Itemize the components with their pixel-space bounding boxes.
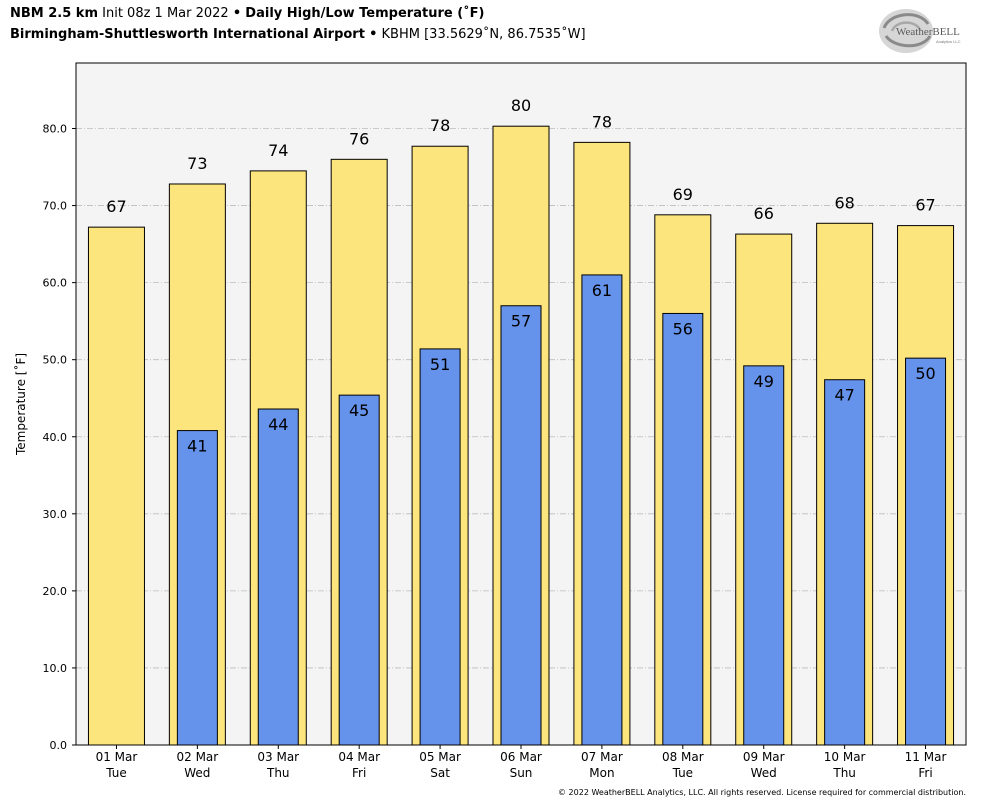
product-title: Daily High/Low Temperature (˚F) [245, 6, 485, 21]
title-line-1: NBM 2.5 km Init 08z 1 Mar 2022 • Daily H… [10, 6, 484, 21]
high-temp-label: 78 [430, 116, 450, 135]
x-tick-date-label: 02 Mar [176, 750, 218, 764]
y-tick-label: 40.0 [43, 431, 68, 444]
x-tick-weekday-label: Wed [751, 766, 777, 780]
high-temp-label: 78 [592, 112, 612, 131]
x-axis: 01 Mar Tue 02 Mar Wed 03 Mar Thu 04 Mar Fri 05 M… [96, 745, 947, 780]
low-temp-bar [419, 348, 461, 746]
x-tick-date-label: 01 Mar [96, 750, 138, 764]
x-tick-date-label: 11 Mar [905, 750, 947, 764]
low-temp-bar [905, 357, 947, 746]
station-info: KBHM [33.5629˚N, 86.7535˚W] [381, 27, 586, 42]
low-temp-label: 56 [673, 319, 693, 338]
high-temp-label: 69 [673, 185, 693, 204]
low-temp-label: 61 [592, 281, 612, 300]
swirl-logo-icon [879, 9, 933, 53]
x-tick-weekday-label: Wed [184, 766, 210, 780]
bullet-separator-2: • [369, 27, 378, 42]
x-tick-weekday-label: Fri [352, 766, 366, 780]
low-temp-bar [338, 394, 380, 746]
bars [87, 125, 955, 746]
y-tick-label: 80.0 [43, 123, 68, 136]
x-tick-weekday-label: Thu [832, 766, 856, 780]
low-temp-bar [257, 408, 299, 746]
high-temp-bar [87, 226, 145, 746]
high-temp-label: 73 [187, 154, 207, 173]
y-tick-label: 10.0 [43, 662, 68, 675]
low-temp-bar [743, 365, 785, 746]
low-temp-label: 47 [834, 386, 854, 405]
x-tick-date-label: 08 Mar [662, 750, 704, 764]
high-temp-label: 67 [915, 196, 935, 215]
low-temp-label: 50 [915, 364, 935, 383]
high-temp-label: 76 [349, 129, 369, 148]
y-tick-label: 20.0 [43, 585, 68, 598]
bullet-separator: • [232, 6, 242, 21]
x-tick-date-label: 05 Mar [419, 750, 461, 764]
logo-text: WeatherBELL [896, 26, 960, 38]
y-axis: 0.0 10.0 20.0 30.0 40.0 50.0 60.0 70.0 80.0 [43, 123, 76, 752]
y-tick-label: 30.0 [43, 508, 68, 521]
high-temp-label: 66 [754, 204, 774, 223]
station-name: Birmingham-Shuttlesworth International A… [10, 27, 365, 42]
weatherbell-logo: WeatherBELL Analytics LLC [879, 9, 961, 53]
x-tick-weekday-label: Mon [589, 766, 614, 780]
y-tick-label: 70.0 [43, 200, 68, 213]
x-tick-date-label: 10 Mar [824, 750, 866, 764]
x-tick-weekday-label: Tue [672, 766, 694, 780]
low-temp-bar [176, 430, 218, 746]
x-tick-date-label: 09 Mar [743, 750, 785, 764]
x-tick-weekday-label: Sun [510, 766, 533, 780]
model-name: NBM 2.5 km [10, 6, 98, 21]
x-tick-weekday-label: Sat [430, 766, 450, 780]
low-temp-label: 57 [511, 312, 531, 331]
x-tick-date-label: 04 Mar [338, 750, 380, 764]
y-tick-label: 50.0 [43, 354, 68, 367]
y-axis-label: Temperature [˚F] [13, 353, 28, 456]
logo-subtext: Analytics LLC [936, 39, 961, 44]
copyright-notice: © 2022 WeatherBELL Analytics, LLC. All r… [558, 788, 966, 797]
y-tick-label: 60.0 [43, 277, 68, 290]
bar-value-labels: 67 73 41 74 44 76 45 78 51 80 57 78 61 69 56 66 49 68 47 67… [106, 96, 935, 455]
low-temp-label: 49 [754, 372, 774, 391]
x-tick-weekday-label: Tue [105, 766, 127, 780]
low-temp-label: 41 [187, 437, 207, 456]
low-temp-bar [662, 312, 704, 746]
low-temp-label: 45 [349, 401, 369, 420]
x-tick-date-label: 06 Mar [500, 750, 542, 764]
init-time: Init 08z 1 Mar 2022 [102, 6, 229, 21]
low-temp-bar [581, 274, 623, 746]
x-tick-date-label: 03 Mar [257, 750, 299, 764]
high-temp-label: 74 [268, 141, 288, 160]
y-tick-label: 0.0 [50, 739, 68, 752]
low-temp-label: 51 [430, 355, 450, 374]
low-temp-bar [824, 379, 866, 746]
high-temp-label: 68 [834, 193, 854, 212]
x-tick-weekday-label: Fri [918, 766, 932, 780]
low-temp-bar [500, 305, 542, 746]
high-temp-label: 80 [511, 96, 531, 115]
title-line-2: Birmingham-Shuttlesworth International A… [10, 27, 586, 42]
x-tick-date-label: 07 Mar [581, 750, 623, 764]
high-temp-label: 67 [106, 197, 126, 216]
low-temp-label: 44 [268, 415, 288, 434]
x-tick-weekday-label: Thu [266, 766, 290, 780]
